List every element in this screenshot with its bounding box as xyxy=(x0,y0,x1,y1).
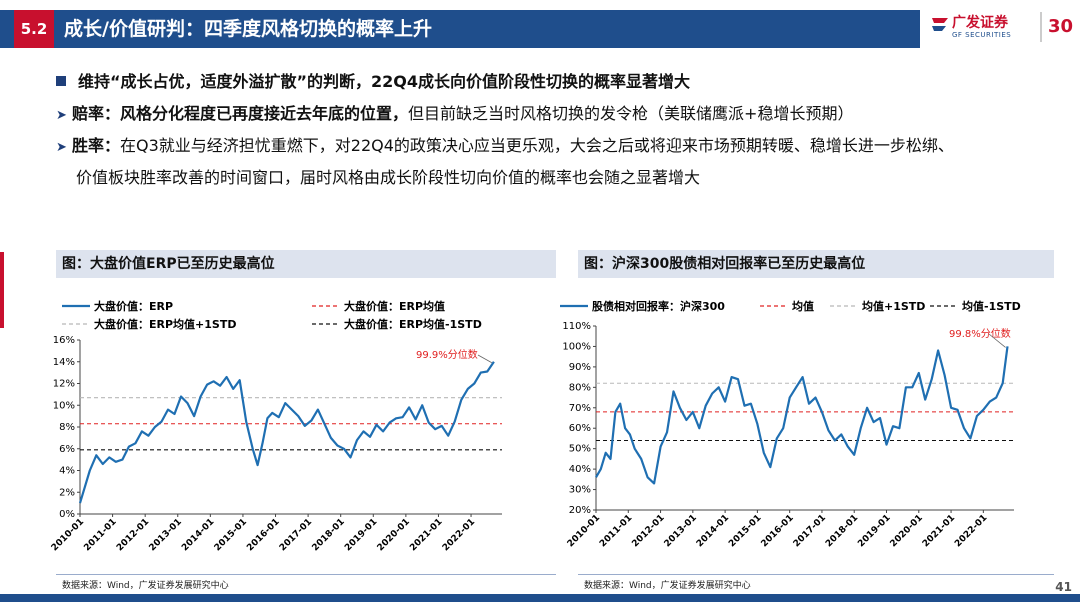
y-tick-label: 40% xyxy=(569,464,591,475)
gf-securities-logo: 广发证券 GF SECURITIES 30 xyxy=(930,12,1075,46)
series-line xyxy=(595,346,1009,485)
left-source-note: 数据来源：Wind，广发证券发展研究中心 xyxy=(62,581,229,591)
legend-label: 大盘价值：ERP均值-1STD xyxy=(344,317,482,331)
side-accent xyxy=(0,252,4,328)
right-source-note: 数据来源：Wind，广发证券发展研究中心 xyxy=(584,581,751,591)
main-bullet: 维持“成长占优，适度外溢扩散”的判断，22Q4成长向价值阶段性切换的概率显著增大 xyxy=(56,68,690,92)
anniversary-badge: 30 xyxy=(1040,12,1074,42)
x-tick-label: 2017-01 xyxy=(792,513,828,549)
title-banner xyxy=(0,10,920,48)
y-tick-label: 10% xyxy=(53,400,75,411)
legend-label: 大盘价值：ERP均值 xyxy=(344,299,445,313)
legend-label: 大盘价值：ERP均值+1STD xyxy=(94,317,236,331)
x-tick-label: 2011-01 xyxy=(82,517,118,553)
x-tick-label: 2016-01 xyxy=(760,513,796,549)
x-tick-label: 2020-01 xyxy=(889,513,925,549)
x-tick-label: 2022-01 xyxy=(441,517,477,553)
y-tick-label: 110% xyxy=(562,321,591,332)
gf-logo-icon xyxy=(932,18,948,31)
odds-bullet: ➤ 赔率：风格分化程度已再度接近去年底的位置，但目前缺乏当时风格切换的发令枪（美联… xyxy=(56,104,854,123)
win-bullet-continued: 价值板块胜率改善的时间窗口，届时风格由成长阶段性切向价值的概率也会随之显著增大 xyxy=(76,168,701,187)
arrow-bullet-icon: ➤ xyxy=(56,140,67,155)
right-chart-title: 图：沪深300股债相对回报率已至历史最高位 xyxy=(578,250,1054,278)
divider xyxy=(578,574,1054,575)
x-tick-label: 2011-01 xyxy=(598,513,634,549)
y-tick-label: 30% xyxy=(569,485,591,496)
x-tick-label: 2014-01 xyxy=(695,513,731,549)
y-tick-label: 80% xyxy=(569,382,591,393)
y-tick-label: 20% xyxy=(569,505,591,516)
x-tick-label: 2022-01 xyxy=(953,513,989,549)
x-tick-label: 2013-01 xyxy=(148,517,184,553)
y-tick-label: 70% xyxy=(569,403,591,414)
x-tick-label: 2021-01 xyxy=(921,513,957,549)
y-tick-label: 0% xyxy=(59,509,75,520)
quantile-annotation: 99.8%分位数 xyxy=(949,327,1011,340)
y-tick-label: 50% xyxy=(569,444,591,455)
y-tick-label: 8% xyxy=(59,422,75,433)
quantile-annotation: 99.9%分位数 xyxy=(416,348,478,361)
left-chart-title: 图：大盘价值ERP已至历史最高位 xyxy=(56,250,556,278)
footer-bar xyxy=(0,594,1080,602)
y-tick-label: 6% xyxy=(59,444,75,455)
legend-label: 均值+1STD xyxy=(862,299,925,313)
annotation-leader xyxy=(988,333,1006,348)
x-tick-label: 2012-01 xyxy=(630,513,666,549)
series-line xyxy=(78,361,495,504)
x-tick-label: 2016-01 xyxy=(245,517,281,553)
x-tick-label: 2012-01 xyxy=(115,517,151,553)
arrow-bullet-icon: ➤ xyxy=(56,108,67,123)
y-tick-label: 4% xyxy=(59,466,75,477)
x-tick-label: 2018-01 xyxy=(311,517,347,553)
section-number: 5.2 xyxy=(14,10,54,48)
header-bar: 5.2 成长/价值研判：四季度风格切换的概率上升 广发证券 GF SECURIT… xyxy=(0,0,1080,58)
logo-subtext: GF SECURITIES xyxy=(952,31,1012,39)
x-tick-label: 2010-01 xyxy=(50,517,86,553)
legend-label: 大盘价值：ERP xyxy=(94,299,173,313)
y-tick-label: 16% xyxy=(53,335,75,346)
legend-label: 均值 xyxy=(792,299,814,313)
slide-title: 成长/价值研判：四季度风格切换的概率上升 xyxy=(64,18,432,40)
x-tick-label: 2014-01 xyxy=(180,517,216,553)
x-tick-label: 2017-01 xyxy=(278,517,314,553)
y-tick-label: 60% xyxy=(569,423,591,434)
square-bullet-icon xyxy=(56,76,66,86)
x-tick-label: 2021-01 xyxy=(408,517,444,553)
x-tick-label: 2013-01 xyxy=(663,513,699,549)
x-tick-label: 2019-01 xyxy=(856,513,892,549)
divider xyxy=(56,574,556,575)
annotation-leader xyxy=(477,354,493,364)
win-bullet: ➤ 胜率：在Q3就业与经济担忧重燃下，对22Q4的政策决心应当更乐观，大会之后或将… xyxy=(56,136,954,155)
page-number: 41 xyxy=(1055,580,1072,594)
y-tick-label: 12% xyxy=(53,379,75,390)
y-tick-label: 2% xyxy=(59,487,75,498)
x-tick-label: 2019-01 xyxy=(343,517,379,553)
x-tick-label: 2020-01 xyxy=(376,517,412,553)
x-tick-label: 2018-01 xyxy=(824,513,860,549)
legend-label: 均值-1STD xyxy=(962,299,1021,313)
x-tick-label: 2015-01 xyxy=(727,513,763,549)
y-tick-label: 90% xyxy=(569,362,591,373)
x-tick-label: 2015-01 xyxy=(213,517,249,553)
return-chart: 股债相对回报率：沪深300 均值 均值+1STD 均值-1STD 20% 30% 40% 50… xyxy=(560,299,1021,549)
y-tick-label: 100% xyxy=(562,341,591,352)
y-tick-label: 14% xyxy=(53,357,75,368)
logo-text: 广发证券 xyxy=(952,15,1008,31)
legend-label: 股债相对回报率：沪深300 xyxy=(592,299,725,313)
x-tick-label: 2010-01 xyxy=(566,513,602,549)
